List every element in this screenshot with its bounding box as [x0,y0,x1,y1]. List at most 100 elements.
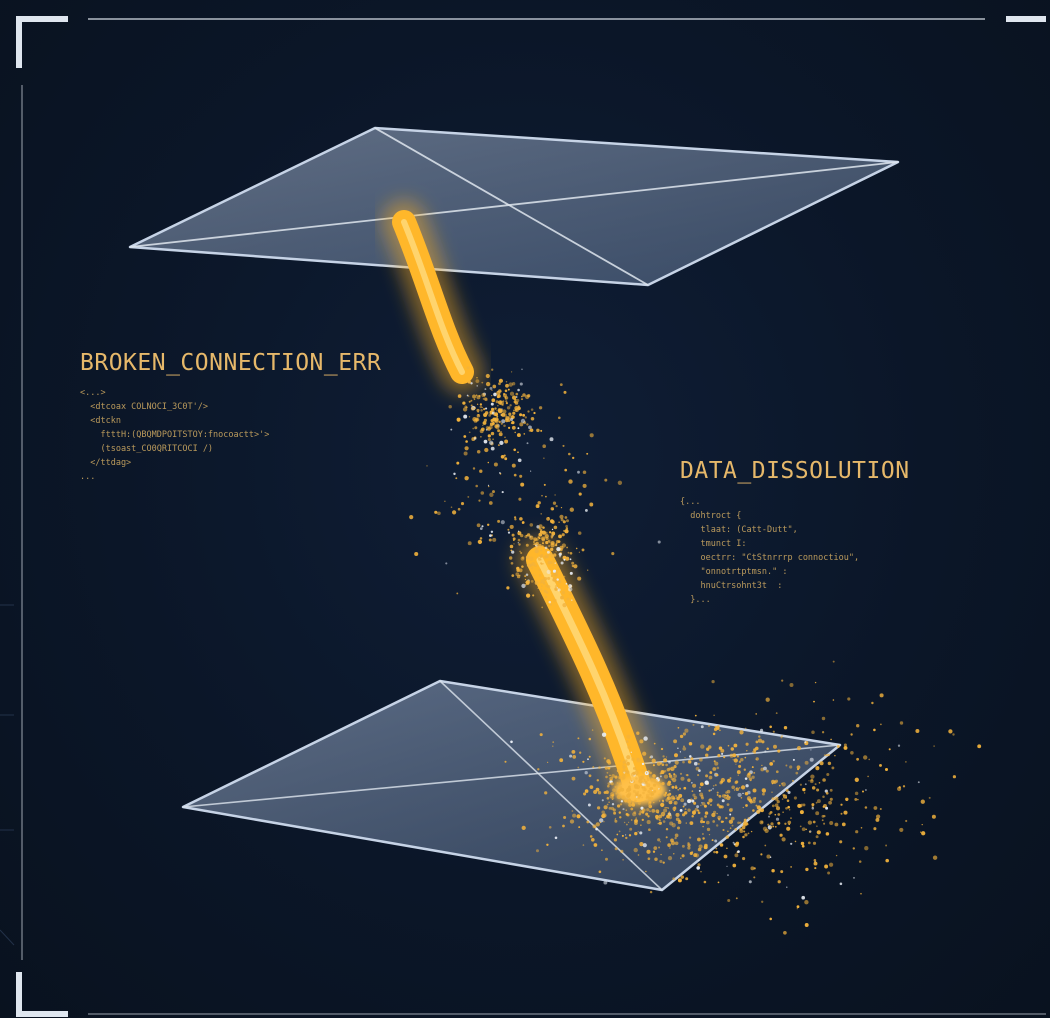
particle [476,385,478,387]
particle [563,529,565,532]
particle [497,444,500,447]
particle [708,798,713,803]
particle [518,568,523,573]
particle [933,745,935,747]
particle [487,484,490,487]
particle [596,806,601,810]
particle [476,408,480,412]
particle [622,775,626,780]
particle [784,822,787,825]
particle [680,798,685,803]
particle [834,822,839,827]
particle [665,763,668,767]
particle [526,564,529,567]
particle [647,857,651,861]
particle [781,798,784,800]
particle [479,469,483,473]
particle [723,854,728,859]
particle [549,437,554,442]
particle [566,519,569,523]
particle [595,787,600,792]
particle [826,772,830,777]
particle [560,518,564,522]
particle [687,842,690,845]
particle [548,545,551,547]
particle [717,815,722,820]
particle [483,407,486,411]
particle [619,803,623,806]
particle [511,533,515,537]
particle [529,523,534,527]
particle [744,727,747,730]
particle [537,501,541,505]
particle [864,846,869,851]
particle [662,820,666,823]
code-line: tmunct I: [680,539,747,549]
particle [698,859,700,862]
particle [834,754,836,757]
particle [470,406,475,411]
particle [734,853,739,858]
particle [474,426,478,430]
particle [509,556,513,560]
particle [769,725,772,729]
particle [480,436,482,438]
particle [517,530,520,533]
particle [658,781,661,783]
particle [655,814,659,819]
particle [618,830,621,833]
particle [470,404,473,407]
particle [659,787,662,790]
particle [504,436,506,439]
particle [821,731,825,734]
particle [733,843,736,846]
particle [569,754,573,758]
particle [489,534,492,537]
particle [500,422,503,425]
particle [774,779,779,783]
particle [511,371,513,373]
particle [473,437,477,440]
particle [518,497,522,501]
particle [718,818,721,821]
particle [805,828,807,831]
particle [753,771,756,774]
particle [823,814,826,818]
particle [687,759,692,764]
particle [805,867,809,872]
particle [591,838,595,842]
particle [540,429,543,432]
particle [714,773,717,776]
particle [636,758,641,763]
particle [787,790,791,794]
particle [539,554,543,558]
particle [551,520,555,524]
particle [582,483,587,488]
particle [768,815,770,818]
particle [712,732,716,736]
particle [905,761,907,763]
particle [520,556,525,561]
particle [510,561,514,565]
particle [856,724,860,728]
particle [677,747,679,750]
particle [637,801,641,805]
particle [786,886,788,888]
particle [477,539,483,545]
particle [497,405,499,407]
particle [689,851,693,856]
particle [562,520,566,524]
particle [614,819,618,823]
particle [694,798,696,800]
particle [928,796,931,799]
particle [783,930,787,935]
particle [631,757,635,761]
particle [530,416,535,421]
particle [552,573,556,576]
particle [499,400,502,402]
particle [700,744,705,749]
particle [521,368,523,371]
particle [615,793,617,795]
particle [445,562,448,565]
particle [645,812,649,816]
